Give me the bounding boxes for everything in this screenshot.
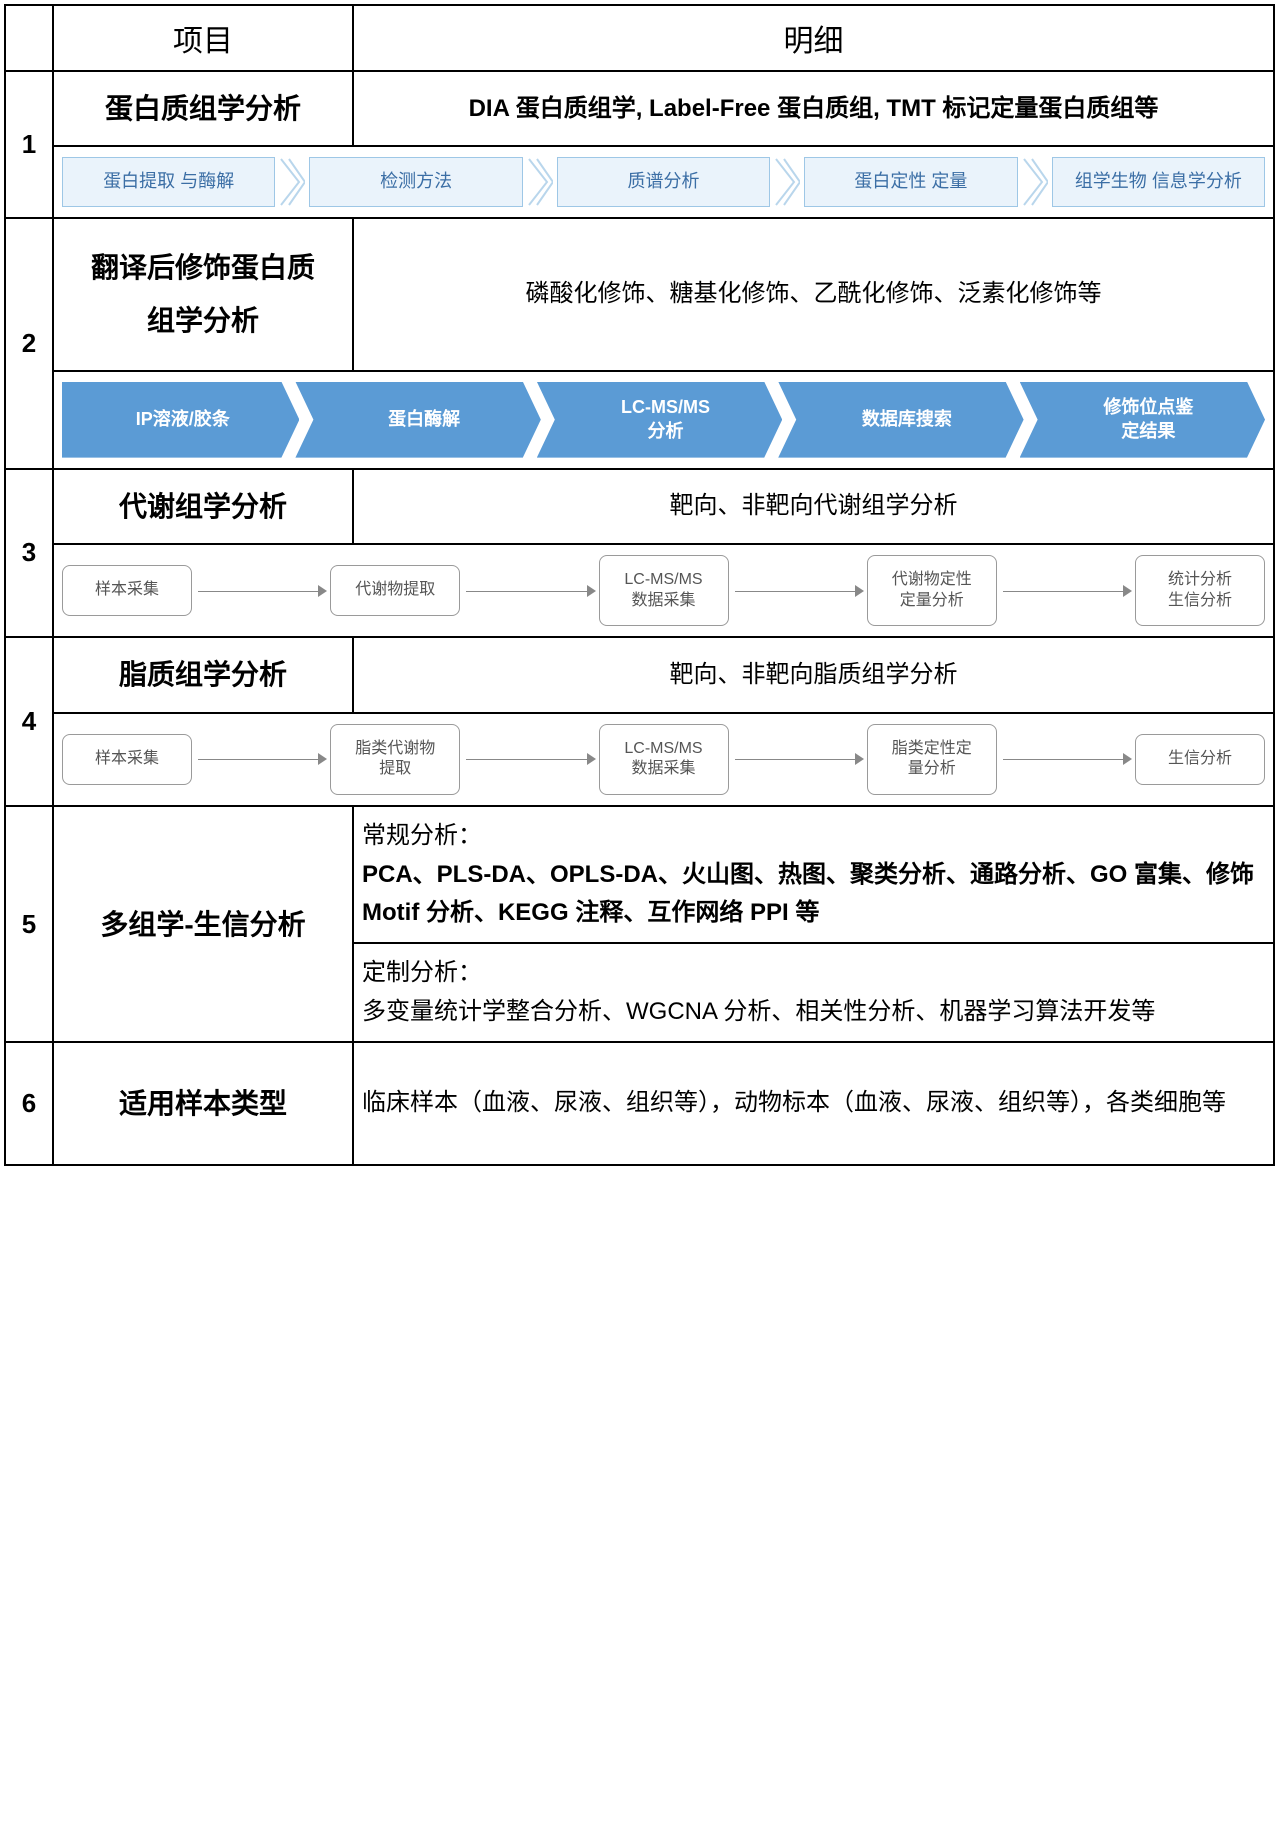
row-5-detail-a: 常规分析： PCA、PLS-DA、OPLS-DA、火山图、热图、聚类分析、通路分… [353,806,1274,943]
arrow-icon [192,758,330,760]
arrow-icon [460,590,598,592]
flow3-step: LC-MS/MS 数据采集 [599,724,729,796]
services-table: 项目 明细 1 蛋白质组学分析 DIA 蛋白质组学, Label-Free 蛋白… [4,4,1275,1166]
row-3-num: 3 [5,469,53,638]
detail-body: PCA、PLS-DA、OPLS-DA、火山图、热图、聚类分析、通路分析、GO 富… [362,861,1254,926]
flow3-step: 生信分析 [1135,734,1265,785]
flow3-step: 样本采集 [62,565,192,616]
flow3-step: 代谢物定性 定量分析 [867,555,997,627]
detail-body: 多变量统计学整合分析、WGCNA 分析、相关性分析、机器学习算法开发等 [362,998,1155,1025]
detail-lead: 常规分析： [362,822,482,849]
flow1-step: 检测方法 [309,157,522,206]
flow1-step: 蛋白定性 定量 [804,157,1017,206]
row-6-project: 适用样本类型 [53,1042,353,1165]
row-3-project: 代谢组学分析 [53,469,353,544]
row-4-detail: 靶向、非靶向脂质组学分析 [353,637,1274,712]
row-2-flow-cell: IP溶液/胶条 蛋白酶解 LC-MS/MS 分析 数据库搜索 修饰位点鉴 定结果 [53,371,1274,469]
flow3-step: 脂类代谢物 提取 [330,724,460,796]
flow2-step-label: 蛋白酶解 [388,408,460,431]
flow1-step: 组学生物 信息学分析 [1052,157,1265,206]
row-2-top: 2 翻译后修饰蛋白质 组学分析 磷酸化修饰、糖基化修饰、乙酰化修饰、泛素化修饰等 [5,218,1274,370]
detail-lead: 定制分析： [362,959,482,986]
flow3-step: 代谢物提取 [330,565,460,616]
chevron-icon [1022,157,1048,207]
row-5-project: 多组学-生信分析 [53,806,353,1042]
flow2-container: IP溶液/胶条 蛋白酶解 LC-MS/MS 分析 数据库搜索 修饰位点鉴 定结果 [62,382,1265,458]
header-blank [5,5,53,71]
flow2-step-label: 数据库搜索 [862,408,952,431]
arrow-icon [729,590,867,592]
header-detail: 明细 [353,5,1274,71]
row-4-project: 脂质组学分析 [53,637,353,712]
chevron-icon [527,157,553,207]
chevron-icon [279,157,305,207]
row-3-flow: 样本采集 代谢物提取 LC-MS/MS 数据采集 代谢物定性 定量分析 统计分析… [5,544,1274,638]
row-5-top: 5 多组学-生信分析 常规分析： PCA、PLS-DA、OPLS-DA、火山图、… [5,806,1274,943]
flow3-step: 脂类定性定 量分析 [867,724,997,796]
flow2-step: LC-MS/MS 分析 [537,382,782,458]
row-1-flow-cell: 蛋白提取 与酶解 检测方法 质谱分析 蛋白定性 定量 组学生物 信息学分析 [53,146,1274,218]
row-1-top: 1 蛋白质组学分析 DIA 蛋白质组学, Label-Free 蛋白质组, TM… [5,71,1274,146]
row-1-detail: DIA 蛋白质组学, Label-Free 蛋白质组, TMT 标记定量蛋白质组… [353,71,1274,146]
flow3-step: 样本采集 [62,734,192,785]
row-4-flow: 样本采集 脂类代谢物 提取 LC-MS/MS 数据采集 脂类定性定 量分析 生信… [5,713,1274,807]
flow2-step: 修饰位点鉴 定结果 [1020,382,1265,458]
row-6-num: 6 [5,1042,53,1165]
row-4-num: 4 [5,637,53,806]
row-3-flow-cell: 样本采集 代谢物提取 LC-MS/MS 数据采集 代谢物定性 定量分析 统计分析… [53,544,1274,638]
row-1-flow: 蛋白提取 与酶解 检测方法 质谱分析 蛋白定性 定量 组学生物 信息学分析 [5,146,1274,218]
row-5-num: 5 [5,806,53,1042]
header-row: 项目 明细 [5,5,1274,71]
header-project: 项目 [53,5,353,71]
row-2-num: 2 [5,218,53,468]
arrow-icon [729,758,867,760]
flow2-step-label: LC-MS/MS 分析 [621,396,710,443]
flow3-step: 统计分析 生信分析 [1135,555,1265,627]
row-5-detail-b: 定制分析： 多变量统计学整合分析、WGCNA 分析、相关性分析、机器学习算法开发… [353,943,1274,1042]
flow2-step: 蛋白酶解 [295,382,540,458]
flow2-step-label: IP溶液/胶条 [136,408,230,431]
row-6-detail: 临床样本（血液、尿液、组织等），动物标本（血液、尿液、组织等），各类细胞等 [353,1042,1274,1165]
flow1-container: 蛋白提取 与酶解 检测方法 质谱分析 蛋白定性 定量 组学生物 信息学分析 [62,157,1265,207]
row-2-flow: IP溶液/胶条 蛋白酶解 LC-MS/MS 分析 数据库搜索 修饰位点鉴 定结果 [5,371,1274,469]
row-2-project: 翻译后修饰蛋白质 组学分析 [53,218,353,370]
flow1-step: 质谱分析 [557,157,770,206]
flow2-step-label: 修饰位点鉴 定结果 [1103,396,1193,443]
flow2-step: 数据库搜索 [778,382,1023,458]
row-4-flow-cell: 样本采集 脂类代谢物 提取 LC-MS/MS 数据采集 脂类定性定 量分析 生信… [53,713,1274,807]
row-1-num: 1 [5,71,53,218]
arrow-icon [460,758,598,760]
arrow-icon [997,590,1135,592]
flow2-step: IP溶液/胶条 [62,382,299,458]
arrow-icon [192,590,330,592]
chevron-icon [774,157,800,207]
row-3-detail: 靶向、非靶向代谢组学分析 [353,469,1274,544]
row-1-project: 蛋白质组学分析 [53,71,353,146]
flow3-container: 样本采集 脂类代谢物 提取 LC-MS/MS 数据采集 脂类定性定 量分析 生信… [62,724,1265,796]
flow1-step: 蛋白提取 与酶解 [62,157,275,206]
flow3-container: 样本采集 代谢物提取 LC-MS/MS 数据采集 代谢物定性 定量分析 统计分析… [62,555,1265,627]
row-3-top: 3 代谢组学分析 靶向、非靶向代谢组学分析 [5,469,1274,544]
flow3-step: LC-MS/MS 数据采集 [599,555,729,627]
row-2-detail: 磷酸化修饰、糖基化修饰、乙酰化修饰、泛素化修饰等 [353,218,1274,370]
arrow-icon [997,758,1135,760]
row-4-top: 4 脂质组学分析 靶向、非靶向脂质组学分析 [5,637,1274,712]
row-6: 6 适用样本类型 临床样本（血液、尿液、组织等），动物标本（血液、尿液、组织等）… [5,1042,1274,1165]
